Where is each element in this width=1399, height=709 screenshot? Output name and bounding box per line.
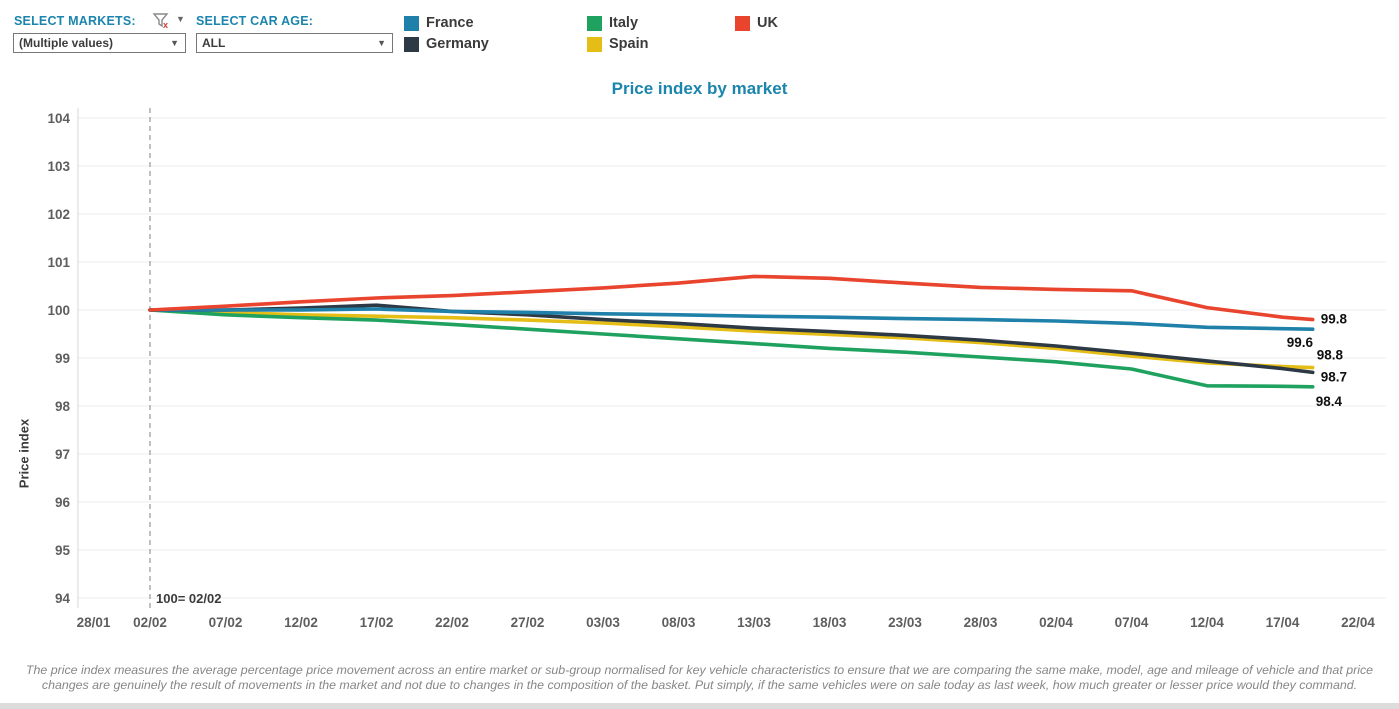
y-tick-label: 97 [55, 447, 70, 462]
footnote: The price index measures the average per… [25, 663, 1374, 693]
end-label-spain: 98.8 [1317, 348, 1344, 363]
legend-swatch-icon [404, 36, 419, 52]
filter-menu-caret-icon[interactable]: ▼ [176, 14, 185, 24]
svg-text:x: x [163, 20, 168, 30]
y-tick-label: 102 [47, 207, 70, 222]
x-tick-label: 18/03 [813, 615, 847, 630]
select-markets-label: SELECT MARKETS: [14, 14, 136, 28]
legend-swatch-icon [735, 15, 750, 31]
end-label-france: 99.6 [1287, 335, 1314, 350]
y-tick-label: 98 [55, 399, 71, 414]
car-age-select-value: ALL [202, 36, 226, 50]
end-label-italy: 98.4 [1316, 394, 1343, 409]
markets-select-value: (Multiple values) [19, 36, 114, 50]
series-line-italy[interactable] [148, 308, 1315, 389]
series-line-france[interactable] [148, 307, 1315, 331]
x-tick-label: 22/02 [435, 615, 469, 630]
x-tick-label: 17/02 [360, 615, 394, 630]
markets-select-caret-icon: ▼ [170, 38, 179, 48]
select-car-age-label: SELECT CAR AGE: [196, 14, 314, 28]
chart-title: Price index by market [611, 79, 788, 98]
legend-item-uk[interactable]: UK [735, 14, 778, 32]
x-tick-label: 27/02 [511, 615, 545, 630]
x-tick-label: 28/01 [77, 615, 111, 630]
x-tick-label: 08/03 [662, 615, 696, 630]
reference-annotation: 100= 02/02 [156, 591, 221, 606]
legend-swatch-icon [587, 36, 602, 52]
y-tick-label: 103 [47, 159, 70, 174]
y-tick-label: 101 [47, 255, 70, 270]
x-tick-label: 22/04 [1341, 615, 1375, 630]
price-index-chart: Price index 104 103 102 101 100 99 98 97 96 95 94 1… [0, 100, 1399, 660]
series-line-spain[interactable] [148, 308, 1315, 370]
legend-item-france[interactable]: France [404, 14, 474, 32]
car-age-select[interactable]: ALL ▼ [196, 33, 393, 53]
x-tick-label: 07/02 [209, 615, 243, 630]
y-axis-title: Price index [16, 418, 32, 489]
x-tick-label: 28/03 [964, 615, 998, 630]
x-tick-label: 02/02 [133, 615, 167, 630]
legend-swatch-icon [587, 15, 602, 31]
y-tick-label: 94 [55, 591, 71, 606]
legend-item-spain[interactable]: Spain [587, 35, 648, 53]
bottom-scrollbar-track[interactable] [0, 703, 1399, 709]
y-tick-label: 99 [55, 351, 70, 366]
end-label-uk: 99.8 [1321, 312, 1348, 327]
x-tick-label: 02/04 [1039, 615, 1073, 630]
legend-label: Italy [609, 15, 639, 31]
x-tick-label: 12/04 [1190, 615, 1224, 630]
x-tick-label: 13/03 [737, 615, 771, 630]
x-tick-label: 23/03 [888, 615, 922, 630]
y-tick-label: 95 [55, 543, 71, 558]
x-tick-label: 07/04 [1115, 615, 1149, 630]
legend-label: Spain [609, 36, 649, 52]
car-age-select-caret-icon: ▼ [377, 38, 386, 48]
y-tick-label: 100 [47, 303, 70, 318]
legend-item-germany[interactable]: Germany [404, 35, 489, 53]
legend-item-italy[interactable]: Italy [587, 14, 638, 32]
x-tick-label: 03/03 [586, 615, 620, 630]
series-line-uk[interactable] [148, 274, 1315, 322]
series-line-germany[interactable] [148, 303, 1315, 375]
end-label-germany: 98.7 [1321, 369, 1347, 384]
x-tick-label: 17/04 [1266, 615, 1300, 630]
x-tick-label: 12/02 [284, 615, 318, 630]
legend-label: Germany [426, 36, 489, 52]
chart-canvas: 104 103 102 101 100 99 98 97 96 95 94 100= 02/02 28/… [47, 108, 1386, 630]
legend-swatch-icon [404, 15, 419, 31]
y-tick-label: 96 [55, 495, 71, 510]
filter-funnel-icon[interactable]: x [152, 12, 174, 30]
legend-label: France [426, 15, 474, 31]
y-tick-label: 104 [47, 111, 70, 126]
markets-select[interactable]: (Multiple values) ▼ [13, 33, 186, 53]
legend-label: UK [757, 15, 778, 31]
